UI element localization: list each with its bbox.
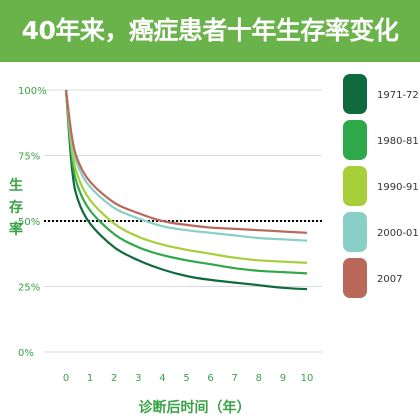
legend-swatch	[343, 120, 367, 160]
legend-swatch	[343, 166, 367, 206]
survival-chart: 0% 25% 50% 75% 100% 0 1 2 3 4 5 6 7 8 9 10 1971-72 1980…	[9, 74, 419, 416]
legend-label: 2007	[377, 274, 402, 285]
series-lines	[64, 89, 308, 291]
chart-title: 40年来，癌症患者十年生存率变化	[21, 16, 399, 45]
x-tick-label: 1	[87, 373, 93, 384]
x-tick-label: 5	[183, 373, 189, 384]
series-line	[64, 89, 308, 275]
series-line	[64, 89, 308, 291]
legend-label: 1990-91	[377, 182, 419, 193]
x-tick-label: 2	[111, 373, 117, 384]
x-tick-label: 6	[207, 373, 213, 384]
legend: 1971-72 1980-81 1990-91 2000-01 2007	[343, 74, 419, 298]
x-tick-label: 0	[63, 373, 69, 384]
x-tick-label: 4	[159, 373, 165, 384]
title-bar: 40年来，癌症患者十年生存率变化	[0, 0, 420, 62]
y-tick-label: 25%	[18, 283, 40, 294]
y-tick-label: 100%	[18, 86, 47, 97]
legend-swatch	[343, 74, 367, 114]
series-line	[64, 89, 308, 234]
x-tick-label: 8	[256, 373, 262, 384]
y-axis-title-char: 存	[9, 199, 23, 216]
x-tick-label: 7	[232, 373, 238, 384]
series-line	[64, 89, 308, 242]
y-tick-label: 0%	[18, 348, 34, 359]
x-tick-label: 9	[280, 373, 286, 384]
x-tick-label: 10	[301, 373, 314, 384]
legend-swatch	[343, 212, 367, 252]
x-axis-title: 诊断后时间（年）	[139, 399, 251, 416]
series-line	[64, 89, 308, 264]
y-axis-title: 生存率	[9, 177, 23, 238]
y-tick-labels: 0% 25% 50% 75% 100%	[18, 86, 47, 359]
legend-swatch	[343, 258, 367, 298]
x-tick-labels: 0 1 2 3 4 5 6 7 8 9 10	[63, 373, 314, 384]
x-tick-label: 3	[135, 373, 141, 384]
y-tick-label: 50%	[18, 217, 40, 228]
legend-label: 1980-81	[377, 136, 419, 147]
y-axis-title-char: 率	[9, 221, 23, 238]
y-tick-label: 75%	[18, 152, 40, 163]
legend-label: 1971-72	[377, 90, 419, 101]
legend-label: 2000-01	[377, 228, 419, 239]
y-axis-title-char: 生	[9, 177, 23, 194]
